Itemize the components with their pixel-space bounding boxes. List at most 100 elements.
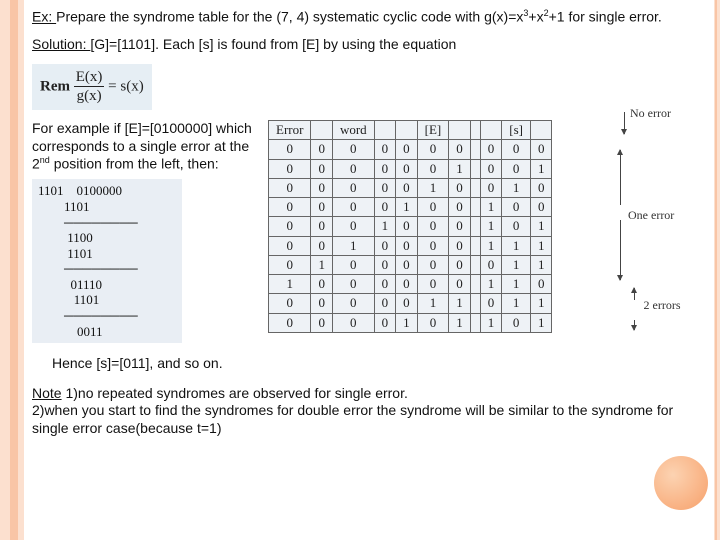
- ex-text-a: Prepare the syndrome table for the (7, 4…: [56, 9, 523, 25]
- cell-e: 0: [311, 236, 333, 255]
- cell-e: 1: [374, 217, 396, 236]
- cell-e: 0: [374, 294, 396, 313]
- cell-gap: [470, 159, 480, 178]
- decor-stripe-inner-right: [715, 0, 717, 540]
- syndrome-table: Errorword[E][s]0000000000000000100100000…: [268, 120, 552, 333]
- cell-e: 0: [417, 159, 449, 178]
- table-row: 0000101101: [269, 313, 552, 332]
- mid-row: For example if [E]=[0100000] which corre…: [32, 120, 708, 343]
- example-sup: nd: [40, 155, 50, 165]
- cell-s: 0: [480, 294, 502, 313]
- cell-s: 1: [530, 236, 552, 255]
- annot-two-errors: 2 errors: [642, 298, 682, 313]
- note-block: Note 1)no repeated syndromes are observe…: [32, 385, 708, 438]
- cell-s: 0: [502, 217, 531, 236]
- table-wrap: Errorword[E][s]0000000000000000100100000…: [268, 120, 708, 333]
- cell-e: 0: [332, 178, 374, 197]
- cell-s: 1: [530, 294, 552, 313]
- cell-s: 1: [502, 236, 531, 255]
- cell-e: 1: [396, 313, 418, 332]
- eq-fraction: E(x) g(x): [74, 68, 105, 107]
- cell-e: 0: [269, 140, 311, 159]
- note1: 1)no repeated syndromes are observed for…: [62, 385, 408, 401]
- longdiv-line: 1101: [38, 199, 176, 215]
- cell-s: 0: [502, 140, 531, 159]
- th-error: [449, 121, 471, 140]
- cell-s: 1: [502, 294, 531, 313]
- cell-e: 1: [449, 159, 471, 178]
- example-b: position from the left, then:: [50, 156, 219, 172]
- cell-e: 0: [449, 178, 471, 197]
- cell-e: 1: [417, 178, 449, 197]
- cell-e: 0: [269, 236, 311, 255]
- equation: Rem E(x) g(x) = s(x): [32, 64, 708, 111]
- cell-e: 0: [269, 159, 311, 178]
- cell-s: 0: [480, 178, 502, 197]
- arrow-two-errors-down: [634, 320, 635, 330]
- cell-e: 0: [332, 313, 374, 332]
- table-row: 0000010010: [269, 178, 552, 197]
- cell-e: 0: [311, 294, 333, 313]
- cell-e: 0: [311, 217, 333, 236]
- cell-e: 0: [311, 198, 333, 217]
- table-row: 0000100100: [269, 198, 552, 217]
- cell-s: 0: [502, 159, 531, 178]
- cell-e: 0: [311, 159, 333, 178]
- longdiv-line: 1101: [38, 246, 176, 262]
- th-s: [530, 121, 552, 140]
- cell-e: 0: [449, 236, 471, 255]
- cell-e: 0: [332, 275, 374, 294]
- note-label: Note: [32, 385, 62, 401]
- cell-s: 1: [480, 217, 502, 236]
- cell-e: 1: [332, 236, 374, 255]
- cell-e: 0: [417, 255, 449, 274]
- eq-num: E(x): [74, 68, 105, 88]
- cell-s: 1: [480, 275, 502, 294]
- cell-e: 0: [396, 159, 418, 178]
- cell-gap: [470, 140, 480, 159]
- cell-e: 0: [417, 313, 449, 332]
- cell-s: 1: [530, 313, 552, 332]
- cell-e: 1: [417, 294, 449, 313]
- cell-e: 1: [269, 275, 311, 294]
- cell-s: 1: [530, 159, 552, 178]
- cell-e: 0: [269, 294, 311, 313]
- cell-e: 0: [396, 217, 418, 236]
- cell-s: 1: [502, 178, 531, 197]
- th-error: [311, 121, 333, 140]
- arrow-one-error-up: [620, 150, 621, 205]
- cell-e: 0: [332, 217, 374, 236]
- cell-s: 1: [480, 313, 502, 332]
- solution-text: [G]=[1101]. Each [s] is found from [E] b…: [90, 36, 456, 52]
- cell-e: 0: [396, 140, 418, 159]
- cell-s: 0: [502, 313, 531, 332]
- cell-e: 0: [396, 178, 418, 197]
- cell-s: 1: [502, 255, 531, 274]
- longdiv-line: ────────: [38, 215, 176, 231]
- table-row: 0010000111: [269, 236, 552, 255]
- cell-s: 0: [480, 255, 502, 274]
- decor-stripe-inner-left: [10, 0, 18, 540]
- cell-e: 0: [311, 140, 333, 159]
- annot-one-error: One error: [628, 208, 674, 223]
- cell-gap: [470, 217, 480, 236]
- cell-s: 1: [530, 217, 552, 236]
- cell-e: 0: [311, 313, 333, 332]
- cell-e: 0: [417, 198, 449, 217]
- annot-no-error: No error: [630, 106, 671, 121]
- table-row: 0100000011: [269, 255, 552, 274]
- cell-e: 1: [311, 255, 333, 274]
- cell-gap: [470, 178, 480, 197]
- cell-e: 0: [449, 198, 471, 217]
- cell-e: 1: [449, 313, 471, 332]
- cell-e: 0: [374, 275, 396, 294]
- eq-den: g(x): [74, 87, 105, 106]
- table-row: 0000001001: [269, 159, 552, 178]
- arrow-no-error: [624, 112, 625, 134]
- cell-gap: [470, 255, 480, 274]
- cell-e: 0: [269, 178, 311, 197]
- cell-e: 0: [332, 255, 374, 274]
- cell-e: 0: [311, 275, 333, 294]
- table-row: 1000000110: [269, 275, 552, 294]
- cell-e: 0: [417, 217, 449, 236]
